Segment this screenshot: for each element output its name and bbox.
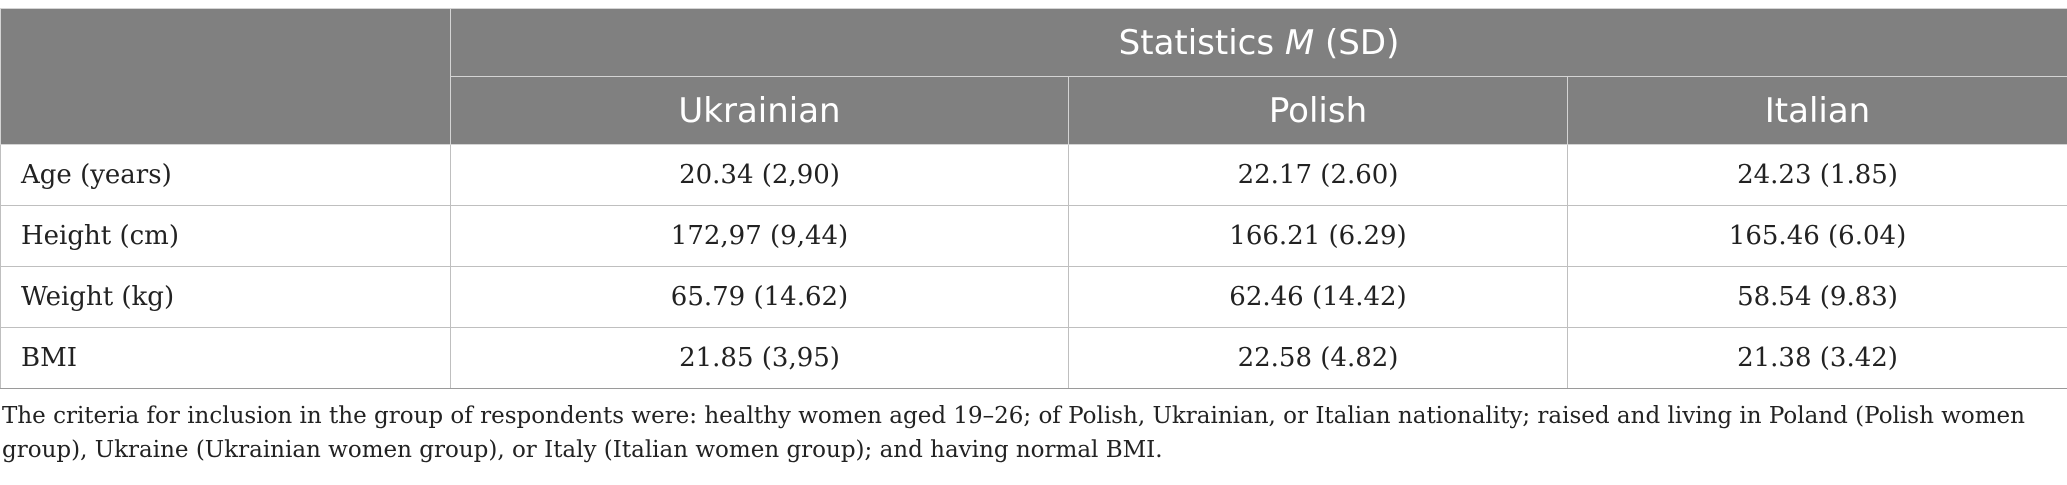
table-cell: 172,97 (9,44): [450, 205, 1069, 267]
group-header-prefix: Statistics: [1118, 22, 1285, 63]
table-cell: 21.85 (3,95): [450, 327, 1069, 389]
table-footnote: The criteria for inclusion in the group …: [2, 403, 2025, 463]
header-row-group: Statistics M (SD): [0, 8, 2067, 145]
table-cell: 24.23 (1.85): [1566, 144, 2067, 206]
row-label: Age (years): [0, 144, 451, 206]
table-cell: 22.58 (4.82): [1068, 327, 1568, 389]
table-row: BMI 21.85 (3,95) 22.58 (4.82) 21.38 (3.4…: [0, 327, 2067, 389]
table-row: Weight (kg) 65.79 (14.62) 62.46 (14.42) …: [0, 266, 2067, 328]
column-header-italian: Italian: [1566, 76, 2067, 145]
table-cell: 62.46 (14.42): [1068, 266, 1568, 328]
table-cell: 22.17 (2.60): [1068, 144, 1568, 206]
table-cell: 21.38 (3.42): [1566, 327, 2067, 389]
header-corner-cell: [0, 8, 451, 145]
table-row: Height (cm) 172,97 (9,44) 166.21 (6.29) …: [0, 205, 2067, 267]
group-header-italic: M: [1284, 22, 1315, 63]
table-cell: 20.34 (2,90): [450, 144, 1069, 206]
table-row: Age (years) 20.34 (2,90) 22.17 (2.60) 24…: [0, 144, 2067, 206]
table-cell: 165.46 (6.04): [1566, 205, 2067, 267]
table-cell: 65.79 (14.62): [450, 266, 1069, 328]
table-container: Statistics M (SD) Ukrainian Polish Itali…: [0, 8, 2067, 467]
table-cell: 166.21 (6.29): [1068, 205, 1568, 267]
column-header-ukrainian: Ukrainian: [450, 76, 1069, 145]
header-row-columns: Ukrainian Polish Italian: [1, 76, 2067, 145]
column-header-polish: Polish: [1068, 76, 1568, 145]
table-cell: 58.54 (9.83): [1566, 266, 2067, 328]
group-header: Statistics M (SD): [449, 8, 2067, 77]
row-label: Height (cm): [0, 205, 451, 267]
group-header-suffix: (SD): [1314, 22, 1400, 63]
statistics-table: Statistics M (SD) Ukrainian Polish Itali…: [0, 8, 2067, 389]
row-label: Weight (kg): [0, 266, 451, 328]
row-label: BMI: [0, 327, 451, 389]
